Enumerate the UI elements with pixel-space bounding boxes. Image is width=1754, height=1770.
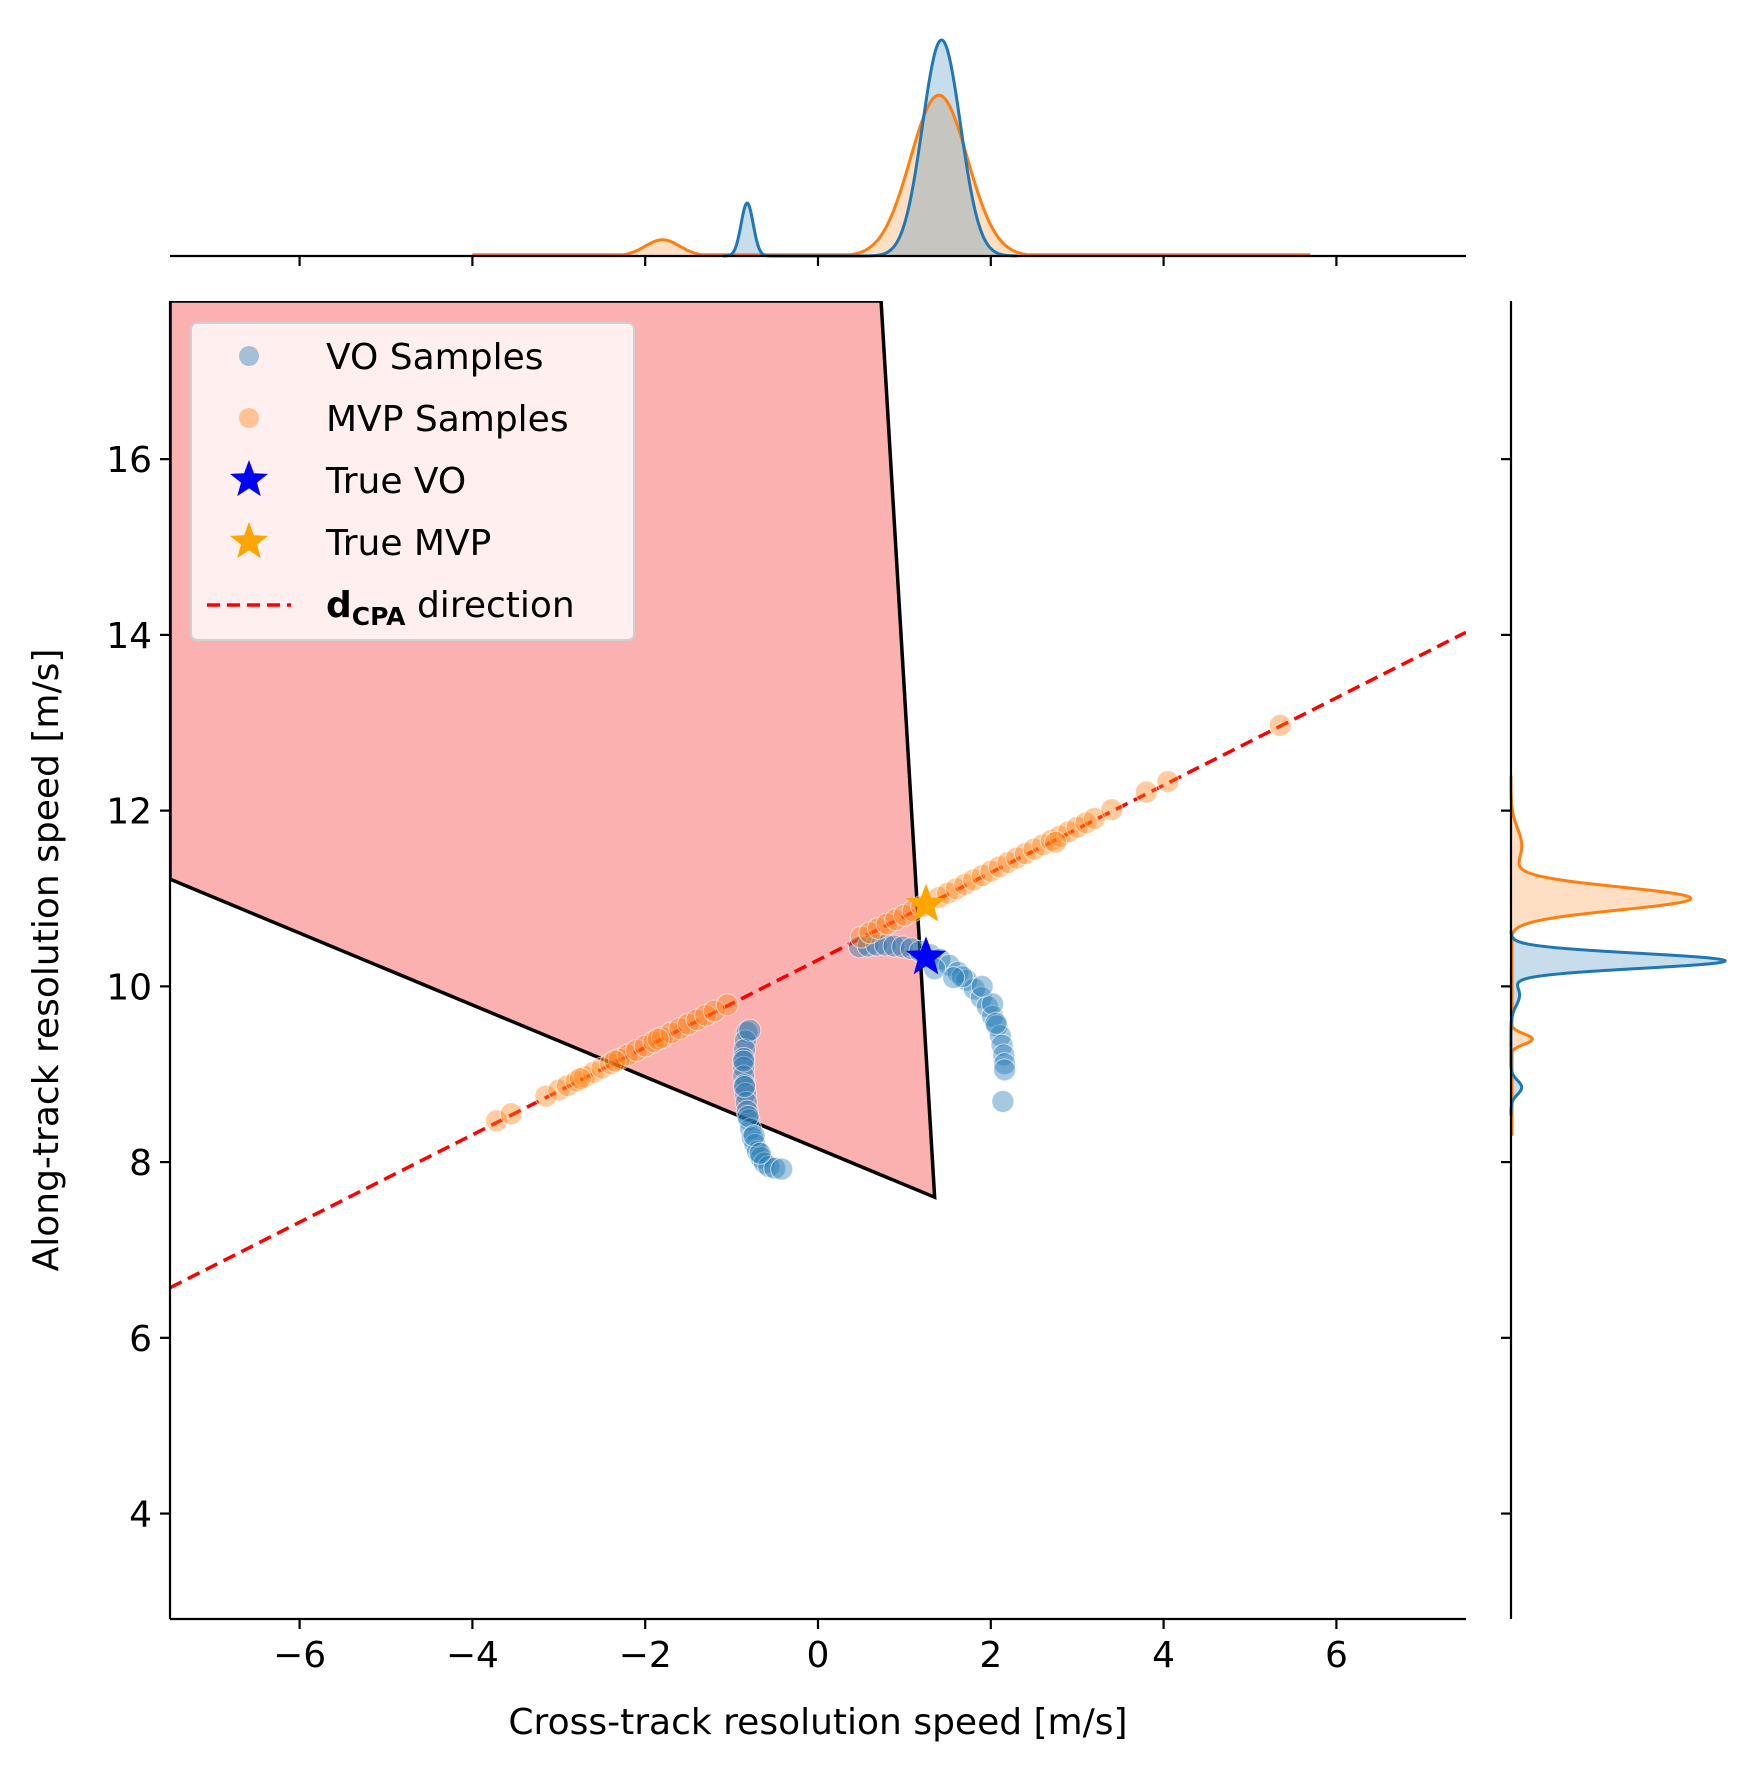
vo-sample-point	[993, 1058, 1017, 1082]
y-tick-label: 8	[129, 1143, 152, 1184]
vo-sample-point	[993, 1052, 1017, 1076]
legend-true-mvp-label: True MVP	[325, 523, 491, 564]
top-kde-vo-fill	[722, 40, 1018, 256]
x-tick-label: 4	[1152, 1635, 1175, 1676]
vo-sample-point	[985, 1014, 1009, 1038]
right-kde-vo-fill	[1511, 931, 1726, 1116]
x-axis-label: Cross-track resolution speed [m/s]	[508, 1702, 1127, 1743]
dcpa-direction-line	[170, 630, 1466, 1290]
y-axis-label: Along-track resolution speed [m/s]	[26, 649, 67, 1272]
vo-sample-point	[738, 1018, 762, 1042]
vo-sample-point	[733, 1082, 757, 1106]
legend-true-vo-star	[229, 460, 269, 497]
vo-sample-point	[970, 974, 994, 998]
vo-sample-point	[991, 1089, 1015, 1113]
vo-sample-point	[988, 1024, 1012, 1048]
mvp-sample-point	[485, 1109, 509, 1133]
mvp-sample-point	[1268, 713, 1292, 737]
mvp-sample-point	[499, 1102, 523, 1126]
vo-sample-point	[981, 992, 1005, 1016]
chart-legend: VO Samples MVP Samples True VO True MVP …	[190, 322, 635, 641]
y-tick-label: 16	[106, 440, 152, 481]
vo-sample-point	[733, 1075, 757, 1099]
legend-dcpa-subscript: CPA	[352, 602, 406, 631]
x-axis-ticks: −6 −4 −2 0 2 4 6	[273, 1619, 1348, 1676]
y-tick-label: 12	[106, 792, 152, 833]
vo-sample-point	[732, 1049, 756, 1073]
legend-dcpa-rest: direction	[406, 585, 575, 626]
vo-sample-point	[942, 966, 966, 990]
y-tick-label: 4	[129, 1495, 152, 1536]
vo-sample-point	[865, 933, 889, 957]
mvp-sample-point	[603, 1049, 627, 1073]
legend-mvp-marker	[239, 408, 259, 428]
top-marginal-kde-panel	[170, 38, 1466, 266]
y-tick-label: 6	[129, 1319, 152, 1360]
mvp-sample-point	[1100, 798, 1124, 822]
y-axis-ticks: 4 6 8 10 12 14 16	[106, 440, 170, 1536]
vo-sample-point	[736, 1104, 760, 1128]
mvp-sample-point	[568, 1067, 592, 1091]
x-tick-label: −6	[273, 1635, 326, 1676]
x-tick-label: −4	[446, 1635, 499, 1676]
vo-sample-point	[732, 1055, 756, 1079]
mvp-sample-point	[715, 993, 739, 1017]
legend-vo-label: VO Samples	[326, 337, 544, 378]
mvp-samples-series	[485, 713, 1292, 1133]
legend-frame	[190, 322, 635, 641]
top-kde-mvp-curve	[472, 93, 1311, 257]
vo-sample-point	[950, 965, 974, 989]
legend-mvp-label: MVP Samples	[326, 399, 569, 440]
true-vo-star-marker	[906, 936, 946, 975]
right-marginal-ticks	[1501, 458, 1511, 1515]
x-tick-label: 2	[979, 1635, 1002, 1676]
legend-true-mvp-star	[229, 522, 269, 559]
legend-dcpa-bold-d: d	[326, 585, 352, 626]
y-tick-label: 14	[106, 616, 152, 657]
vo-sample-point	[990, 1033, 1014, 1057]
vo-sample-point	[882, 934, 906, 958]
vo-sample-point	[770, 1157, 794, 1181]
vo-sample-point	[742, 1124, 766, 1148]
mvp-sample-point	[534, 1084, 558, 1108]
top-marginal-ticks	[298, 256, 1338, 266]
mvp-sample-point	[646, 1027, 670, 1051]
mvp-sample-point	[1134, 780, 1158, 804]
legend-true-vo-label: True VO	[325, 461, 466, 502]
vo-sample-point	[984, 1011, 1008, 1035]
legend-dcpa-label: dCPA direction	[326, 585, 575, 631]
top-kde-mvp-fill	[472, 95, 1311, 256]
mvp-sample-point	[1044, 830, 1068, 854]
y-tick-label: 10	[106, 967, 152, 1008]
mvp-sample-point	[1156, 770, 1180, 794]
x-tick-label: 6	[1325, 1635, 1348, 1676]
x-tick-label: −2	[619, 1635, 672, 1676]
right-marginal-kde-panel	[1501, 301, 1727, 1619]
x-tick-label: 0	[807, 1635, 830, 1676]
legend-vo-marker	[239, 346, 259, 366]
vo-sample-point	[748, 1141, 772, 1165]
true-mvp-star-marker	[906, 883, 946, 922]
mvp-sample-point	[702, 999, 726, 1023]
vo-sample-point	[763, 1156, 787, 1180]
